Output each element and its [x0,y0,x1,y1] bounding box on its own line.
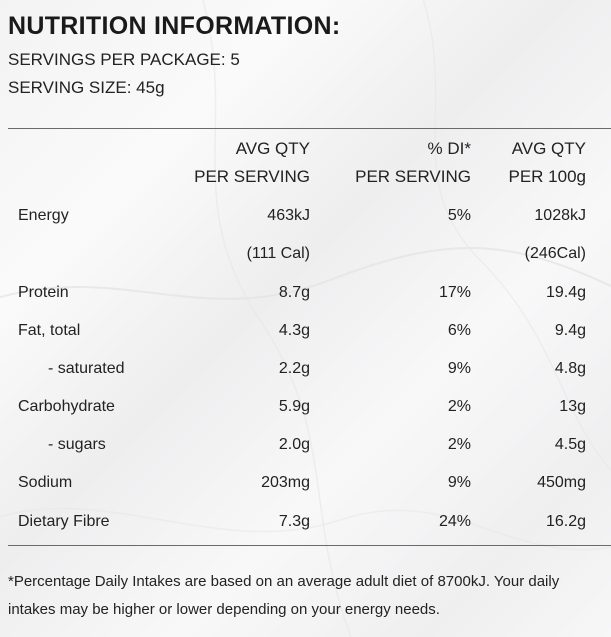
table-row: Dietary Fibre 7.3g 24% 16.2g [0,509,611,537]
nutrient-label: Protein [18,284,69,301]
value-per-100g: 13g [559,398,586,415]
value-per-serving: 4.3g [278,322,310,339]
value-di: 24% [438,513,471,530]
servings-per-package: SERVINGS PER PACKAGE: 5 [8,50,240,69]
nutrient-label: Carbohydrate [18,398,115,415]
value-di: 17% [438,284,471,301]
table-row: (111 Cal) (246Cal) [0,241,611,269]
value-per-serving: (111 Cal) [246,245,310,262]
nutrient-label: Fat, total [18,322,81,339]
table-bottom-rule [8,545,611,546]
table-row: - sugars 2.0g 2% 4.5g [0,432,611,460]
header-line: PER 100g [508,167,587,186]
header-line: PER SERVING [194,167,310,186]
value-per-100g: (246Cal) [524,245,586,262]
value-per-100g: 9.4g [554,322,586,339]
header-di-per-serving: % DI* PER SERVING [355,135,471,191]
value-per-serving: 203mg [261,474,310,491]
value-per-serving: 8.7g [278,284,310,301]
page-title: NUTRITION INFORMATION: [8,12,341,40]
value-di: 2% [447,436,471,453]
value-per-serving: 463kJ [267,207,310,224]
nutrient-label: Dietary Fibre [18,513,110,530]
table-row: Energy 463kJ 5% 1028kJ [0,203,611,231]
nutrient-label: - saturated [48,360,125,377]
value-di: 9% [447,474,471,491]
table-row: Protein 8.7g 17% 19.4g [0,280,611,308]
header-avg-qty-per-100g: AVG QTY PER 100g [509,135,587,191]
footnote: *Percentage Daily Intakes are based on a… [8,573,560,618]
table-row: Carbohydrate 5.9g 2% 13g [0,394,611,422]
value-per-serving: 2.0g [278,436,310,453]
nutrient-label: - sugars [48,436,106,453]
value-per-serving: 5.9g [278,398,310,415]
value-per-100g: 19.4g [545,284,586,301]
value-per-100g: 4.8g [554,360,586,377]
value-per-100g: 4.5g [554,436,586,453]
value-di: 2% [447,398,471,415]
nutrient-label: Sodium [18,474,73,491]
value-per-serving: 2.2g [278,360,310,377]
header-line: AVG QTY [235,139,310,158]
value-di: 5% [447,207,471,224]
value-per-100g: 16.2g [545,513,586,530]
value-per-100g: 1028kJ [534,207,586,224]
header-line: % DI* [427,139,471,158]
header-line: PER SERVING [355,167,471,186]
nutrient-label: Energy [18,207,69,224]
table-row: Fat, total 4.3g 6% 9.4g [0,318,611,346]
value-di: 6% [447,322,471,339]
header-line: AVG QTY [511,139,586,158]
table-row: - saturated 2.2g 9% 4.8g [0,356,611,384]
value-per-100g: 450mg [537,474,586,491]
serving-size: SERVING SIZE: 45g [8,78,165,97]
table-top-rule [8,128,611,129]
header-avg-qty-per-serving: AVG QTY PER SERVING [194,135,310,191]
value-di: 9% [447,360,471,377]
table-row: Sodium 203mg 9% 450mg [0,470,611,498]
value-per-serving: 7.3g [278,513,310,530]
